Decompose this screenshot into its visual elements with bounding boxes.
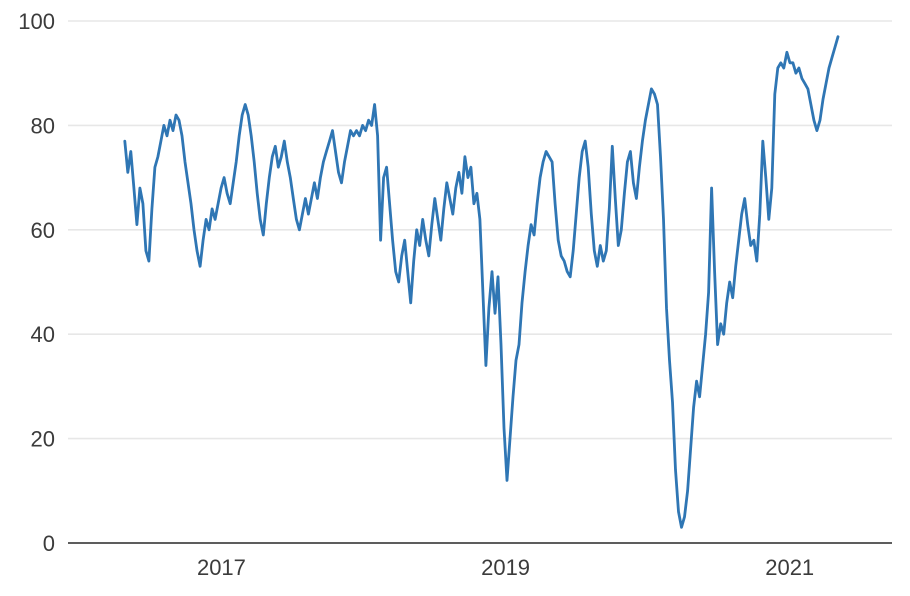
y-tick-label-60: 60 bbox=[31, 218, 55, 243]
data-series-line bbox=[123, 35, 840, 529]
y-tick-label-0: 0 bbox=[43, 531, 55, 556]
y-tick-label-40: 40 bbox=[31, 322, 55, 347]
x-tick-label-2017: 2017 bbox=[197, 555, 246, 580]
x-tick-label-2019: 2019 bbox=[481, 555, 530, 580]
x-tick-label-2021: 2021 bbox=[765, 555, 814, 580]
y-tick-label-100: 100 bbox=[18, 9, 55, 34]
y-tick-label-20: 20 bbox=[31, 427, 55, 452]
y-tick-label-80: 80 bbox=[31, 113, 55, 138]
